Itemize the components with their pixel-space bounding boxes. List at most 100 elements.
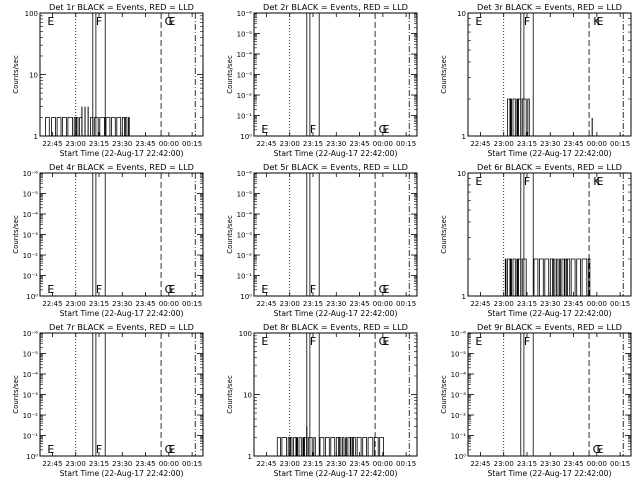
x-tick-label: 00:00 — [159, 460, 179, 468]
y-tick-label: 10⁰ — [454, 453, 466, 461]
y-tick-label: 1 — [462, 293, 466, 301]
x-axis-label: Start Time (22-Aug-17 22:42:00) — [274, 309, 398, 318]
x-tick-label: 23:45 — [349, 300, 369, 308]
x-tick-label: 00:00 — [373, 460, 393, 468]
x-tick-label: 00:15 — [396, 460, 416, 468]
y-tick-label: 10⁻⁴ — [23, 211, 39, 219]
x-tick-label: 00:00 — [373, 140, 393, 148]
y-tick-label: 10⁰ — [240, 133, 252, 141]
y-tick-label: 10⁻³ — [237, 72, 253, 80]
x-tick-label: 23:45 — [563, 300, 583, 308]
y-tick-label: 10⁻³ — [23, 232, 39, 240]
y-tick-label: 10⁻¹ — [23, 433, 39, 441]
y-tick-label: 10⁰ — [240, 293, 252, 301]
y-tick-label: 1 — [34, 133, 38, 141]
detector-panel-4: Det 4r BLACK = Events, RED = LLD Counts/s… — [12, 162, 204, 318]
y-tick-label: 10⁻⁵ — [23, 351, 39, 359]
event-marker-label: G — [165, 283, 174, 296]
y-tick-label: 10 — [457, 10, 466, 18]
y-tick-label: 10⁻⁶ — [237, 170, 253, 178]
y-tick-label: 10⁻³ — [237, 232, 253, 240]
x-axis-label: Start Time (22-Aug-17 22:42:00) — [60, 309, 184, 318]
x-tick-label: 23:30 — [112, 300, 132, 308]
panel-title: Det 9r BLACK = Events, RED = LLD — [477, 322, 622, 332]
detector-panel-5: Det 5r BLACK = Events, RED = LLD Counts/s… — [226, 162, 418, 318]
x-tick-label: 22:45 — [256, 300, 276, 308]
event-marker-label: E — [47, 283, 54, 296]
panel-title: Det 4r BLACK = Events, RED = LLD — [49, 162, 194, 172]
event-marker-label: E — [596, 175, 603, 188]
detector-panel-8: Det 8r BLACK = Events, RED = LLD Counts/s… — [226, 322, 418, 478]
y-tick-label: 10⁻¹ — [23, 273, 39, 281]
x-tick-label: 23:30 — [540, 300, 560, 308]
detector-panel-7: Det 7r BLACK = Events, RED = LLD Counts/s… — [12, 322, 204, 478]
x-axis-label: Start Time (22-Aug-17 22:42:00) — [488, 469, 612, 478]
y-axis-label: Counts/sec — [226, 375, 234, 414]
x-tick-label: 23:45 — [135, 300, 155, 308]
events-histogram — [44, 117, 83, 137]
event-marker-label: E — [47, 15, 54, 28]
x-tick-label: 23:00 — [66, 140, 86, 148]
x-tick-label: 23:45 — [563, 140, 583, 148]
x-axis-label: Start Time (22-Aug-17 22:42:00) — [488, 149, 612, 158]
event-marker-label: G — [379, 123, 388, 136]
y-tick-label: 10⁻⁵ — [237, 31, 253, 39]
event-marker-label: G — [165, 443, 174, 456]
plot-frame — [39, 172, 204, 297]
x-tick-label: 23:45 — [349, 140, 369, 148]
x-tick-label: 00:00 — [373, 300, 393, 308]
y-tick-label: 10⁻¹ — [237, 113, 253, 121]
y-tick-label: 10⁻⁴ — [237, 211, 253, 219]
x-axis-label: Start Time (22-Aug-17 22:42:00) — [60, 469, 184, 478]
plot-frame — [467, 332, 632, 457]
event-marker-label: F — [310, 283, 316, 296]
plot-frame — [253, 172, 418, 297]
x-tick-label: 00:00 — [159, 140, 179, 148]
x-tick-label: 00:15 — [396, 140, 416, 148]
y-tick-label: 10⁻³ — [23, 392, 39, 400]
x-tick-label: 23:45 — [135, 460, 155, 468]
x-tick-label: 00:15 — [610, 300, 630, 308]
event-marker-label: G — [379, 335, 388, 348]
x-tick-label: 22:45 — [42, 300, 62, 308]
panel-title: Det 1r BLACK = Events, RED = LLD — [49, 2, 194, 12]
x-tick-label: 23:15 — [517, 140, 537, 148]
y-tick-label: 10⁻⁴ — [451, 371, 467, 379]
x-tick-label: 00:15 — [396, 300, 416, 308]
y-tick-label: 10⁻² — [451, 412, 467, 420]
plot-frame — [467, 12, 632, 137]
event-marker-label: G — [165, 15, 174, 28]
y-tick-label: 10⁻² — [237, 92, 253, 100]
x-tick-label: 23:30 — [326, 140, 346, 148]
panel-title: Det 7r BLACK = Events, RED = LLD — [49, 322, 194, 332]
plot-frame — [467, 172, 632, 297]
y-axis-label: Counts/sec — [12, 375, 20, 414]
events-histogram — [533, 258, 591, 297]
x-tick-label: 00:15 — [182, 460, 202, 468]
x-tick-label: 23:15 — [517, 300, 537, 308]
plot-frame — [253, 12, 418, 137]
x-axis-label: Start Time (22-Aug-17 22:42:00) — [60, 149, 184, 158]
event-marker-label: F — [524, 335, 530, 348]
y-tick-label: 10⁻⁴ — [23, 371, 39, 379]
x-tick-label: 23:00 — [66, 460, 86, 468]
event-marker-label: E — [168, 15, 175, 28]
x-tick-label: 23:15 — [517, 460, 537, 468]
x-tick-label: 00:00 — [587, 300, 607, 308]
event-marker-label: E — [596, 443, 603, 456]
event-marker-label: F — [310, 123, 316, 136]
x-tick-label: 00:15 — [610, 460, 630, 468]
x-tick-label: 23:15 — [89, 140, 109, 148]
y-tick-label: 1 — [248, 453, 252, 461]
detector-panel-3: Det 3r BLACK = Events, RED = LLD Counts/s… — [440, 2, 632, 158]
detector-panel-9: Det 9r BLACK = Events, RED = LLD Counts/s… — [440, 322, 632, 478]
x-axis-label: Start Time (22-Aug-17 22:42:00) — [488, 309, 612, 318]
x-tick-label: 22:45 — [42, 460, 62, 468]
x-tick-label: 00:15 — [610, 140, 630, 148]
x-tick-label: 23:30 — [326, 460, 346, 468]
plot-frame — [39, 332, 204, 457]
x-tick-label: 23:30 — [540, 460, 560, 468]
x-tick-label: 23:00 — [494, 300, 514, 308]
y-tick-label: 10⁰ — [26, 293, 38, 301]
y-tick-label: 10⁻⁵ — [451, 351, 467, 359]
